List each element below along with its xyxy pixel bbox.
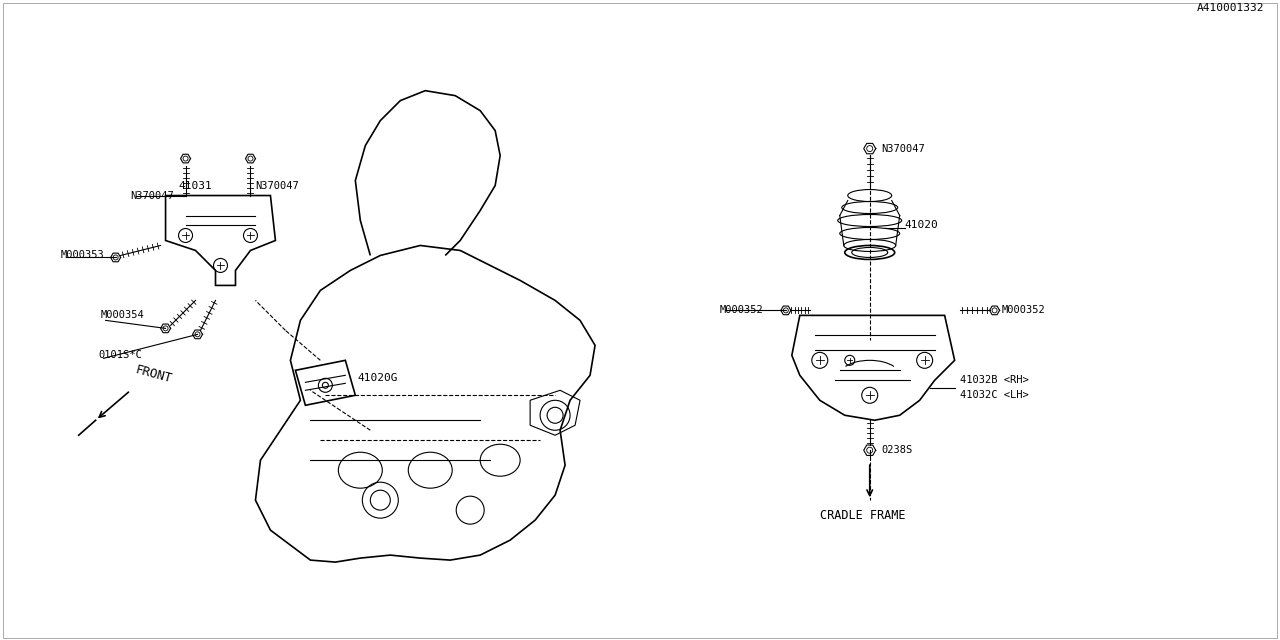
Text: N370047: N370047 bbox=[256, 180, 300, 191]
Text: N370047: N370047 bbox=[131, 191, 174, 200]
Text: 41031: 41031 bbox=[178, 180, 212, 191]
Text: FRONT: FRONT bbox=[133, 363, 173, 385]
Text: 0238S: 0238S bbox=[882, 445, 913, 455]
Text: M000352: M000352 bbox=[1001, 305, 1046, 316]
Text: 41020G: 41020G bbox=[357, 373, 398, 383]
Text: 41032C <LH>: 41032C <LH> bbox=[960, 390, 1028, 400]
Text: M000353: M000353 bbox=[60, 250, 105, 260]
Text: 41032B <RH>: 41032B <RH> bbox=[960, 375, 1028, 385]
Text: M000354: M000354 bbox=[101, 310, 145, 321]
Text: 41020: 41020 bbox=[905, 221, 938, 230]
Text: N370047: N370047 bbox=[882, 143, 925, 154]
Text: CRADLE FRAME: CRADLE FRAME bbox=[819, 509, 905, 522]
Text: 0101S*C: 0101S*C bbox=[99, 350, 142, 360]
Text: M000352: M000352 bbox=[719, 305, 764, 316]
Text: A410001332: A410001332 bbox=[1197, 3, 1265, 13]
